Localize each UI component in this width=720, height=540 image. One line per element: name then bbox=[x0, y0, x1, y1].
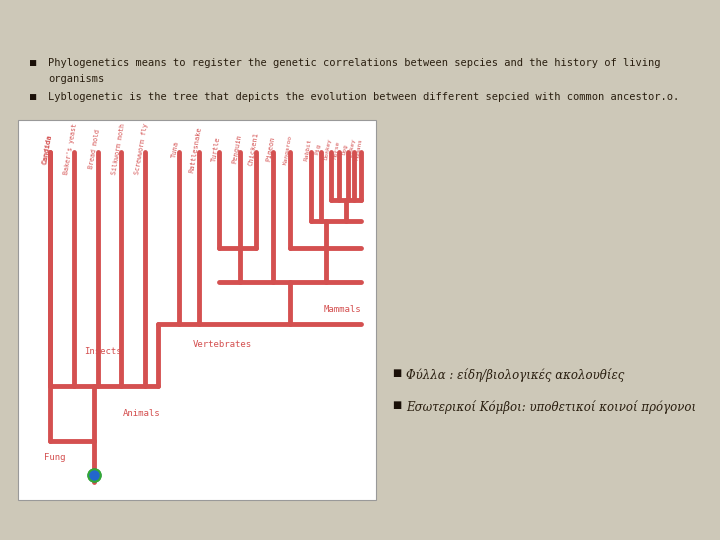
Text: Rattlesnake: Rattlesnake bbox=[189, 126, 203, 173]
Text: Donkey: Donkey bbox=[324, 138, 333, 160]
Text: ■: ■ bbox=[392, 400, 401, 410]
Text: Candida: Candida bbox=[42, 134, 53, 164]
Text: Candida: Candida bbox=[42, 133, 53, 165]
Text: Screwworm fly: Screwworm fly bbox=[135, 123, 150, 176]
Text: Kangaroo: Kangaroo bbox=[283, 134, 293, 165]
Text: Penguin: Penguin bbox=[231, 134, 242, 164]
Text: ■: ■ bbox=[30, 58, 36, 68]
Text: Lyblogenetic is the tree that depicts the evolution between different sepcied wi: Lyblogenetic is the tree that depicts th… bbox=[48, 92, 679, 102]
Text: Φύλλα : είδη/βιολογικές ακολουθίες: Φύλλα : είδη/βιολογικές ακολουθίες bbox=[406, 368, 624, 382]
Text: Rabbit: Rabbit bbox=[304, 138, 312, 161]
Text: Εσωτερικοί Κόμβοι: υποθετικοί κοινοί πρόγονοι: Εσωτερικοί Κόμβοι: υποθετικοί κοινοί πρό… bbox=[406, 400, 696, 414]
Text: Humans: Humans bbox=[354, 138, 363, 160]
Text: Turtle: Turtle bbox=[211, 136, 222, 163]
Text: Vertebrates: Vertebrates bbox=[193, 340, 252, 349]
Text: Silkworm moth: Silkworm moth bbox=[111, 123, 126, 176]
Bar bbox=[18, 120, 376, 500]
Text: Chicken1: Chicken1 bbox=[248, 132, 259, 166]
Text: ■: ■ bbox=[392, 368, 401, 378]
Text: Dog: Dog bbox=[342, 144, 348, 155]
Text: Tuna: Tuna bbox=[171, 140, 180, 158]
Text: Fung: Fung bbox=[43, 454, 65, 462]
Text: Horse: Horse bbox=[333, 140, 341, 159]
Text: Bread mold: Bread mold bbox=[89, 129, 101, 170]
Text: ■: ■ bbox=[30, 92, 36, 102]
Text: Baker's yeast: Baker's yeast bbox=[63, 123, 78, 176]
Text: organisms: organisms bbox=[48, 74, 104, 84]
Text: Insects: Insects bbox=[84, 347, 122, 356]
Text: Animals: Animals bbox=[123, 409, 161, 418]
Text: Phylogenetics means to register the genetic correlations between sepcies and the: Phylogenetics means to register the gene… bbox=[48, 58, 660, 68]
Text: Monkey: Monkey bbox=[348, 138, 356, 160]
Text: Pigeon: Pigeon bbox=[265, 136, 276, 163]
Text: Pig: Pig bbox=[315, 143, 322, 156]
Text: Mammals: Mammals bbox=[324, 306, 361, 314]
